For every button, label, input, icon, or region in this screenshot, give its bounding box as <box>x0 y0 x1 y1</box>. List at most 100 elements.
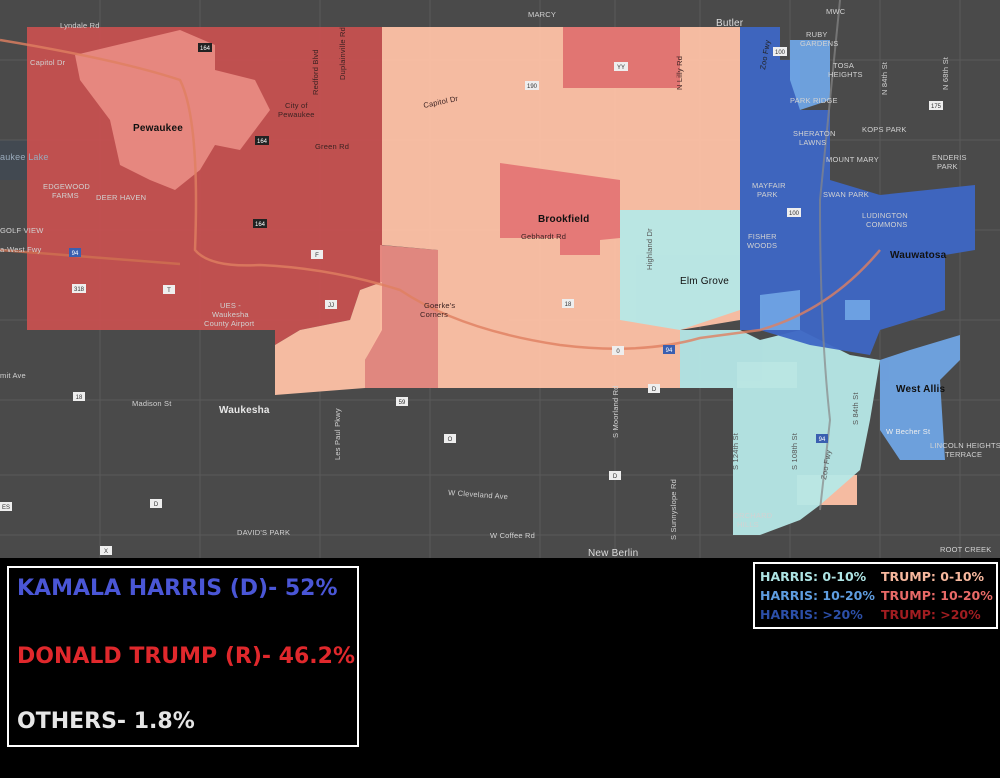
svg-text:164: 164 <box>200 46 211 52</box>
label-goerkes-2: Corners <box>420 310 448 319</box>
shield-o2: O <box>444 434 456 443</box>
svg-text:94: 94 <box>72 251 79 257</box>
label-wauwatosa: Wauwatosa <box>890 250 947 261</box>
label-golf-view: GOLF VIEW <box>0 226 44 235</box>
road-duplainville: Duplainville Rd <box>338 27 347 80</box>
label-orchard-2: HILLS <box>737 520 759 529</box>
shield-164c: 164 <box>253 219 267 228</box>
label-mount-mary: MOUNT MARY <box>826 155 879 164</box>
label-davids-park: DAVID'S PARK <box>237 528 290 537</box>
svg-text:318: 318 <box>74 287 85 293</box>
svg-text:18: 18 <box>565 302 572 308</box>
shield-x: X <box>100 546 112 555</box>
svg-text:94: 94 <box>666 348 673 354</box>
label-west-allis: West Allis <box>896 384 945 395</box>
road-coffee: W Coffee Rd <box>490 531 535 540</box>
road-les-paul: Les Paul Pkwy <box>333 408 342 460</box>
shield-164b: 164 <box>255 136 269 145</box>
shield-94b: 94 <box>663 345 675 354</box>
label-brookfield: Brookfield <box>538 214 589 225</box>
label-sheraton-1: SHERATON <box>793 129 836 138</box>
label-mwc: MWC <box>826 7 846 16</box>
road-capitol-w: Capitol Dr <box>30 58 66 67</box>
label-ruby-1: RUBY <box>806 30 828 39</box>
label-lincoln-1: LINCOLN HEIGHTS <box>930 441 1000 450</box>
label-fisher-2: WOODS <box>747 241 777 250</box>
label-new-berlin: New Berlin <box>588 548 638 558</box>
svg-text:190: 190 <box>527 84 538 90</box>
road-s84: S 84th St <box>851 392 860 425</box>
label-ues-2: Waukesha <box>212 310 249 319</box>
region-trump-mid-brookfield <box>500 163 620 255</box>
label-sheraton-2: LAWNS <box>799 138 826 147</box>
svg-text:X: X <box>104 549 108 555</box>
map: Pewaukee City of Pewaukee Brookfield Elm… <box>0 0 1000 558</box>
road-west-fwy: a-West Fwy <box>0 245 41 254</box>
shield-100b: 100 <box>787 208 801 217</box>
label-tosa-1: TOSA <box>833 61 854 70</box>
label-ludington-1: LUDINGTON <box>862 211 908 220</box>
label-marcy: MARCY <box>528 10 556 19</box>
shield-100a: 100 <box>773 47 787 56</box>
region-harris-high <box>740 27 975 355</box>
svg-text:D: D <box>154 502 159 508</box>
label-ludington-2: COMMONS <box>866 220 907 229</box>
label-pewaukee: Pewaukee <box>133 123 183 134</box>
results-box: KAMALA HARRIS (D)- 52% DONALD TRUMP (R)-… <box>7 566 359 747</box>
label-waukesha: Waukesha <box>219 405 270 416</box>
label-mayfair-1: MAYFAIR <box>752 181 786 190</box>
shield-d1: D <box>609 471 621 480</box>
road-sunnyslope: S Sunnyslope Rd <box>669 479 678 540</box>
label-butler: Butler <box>716 18 744 29</box>
shield-d3: D <box>648 384 660 393</box>
road-n68: N 68th St <box>941 56 950 90</box>
label-kops-park: KOPS PARK <box>862 125 907 134</box>
shield-164a: 164 <box>198 43 212 52</box>
label-fisher-1: FISHER <box>748 232 777 241</box>
road-lilly: N Lilly Rd <box>675 56 684 90</box>
svg-text:0: 0 <box>616 349 620 355</box>
shield-f: F <box>311 250 323 259</box>
label-root-creek: ROOT CREEK <box>940 545 991 554</box>
legend-box: HARRIS: 0-10% HARRIS: 10-20% HARRIS: >20… <box>753 562 998 629</box>
label-city-of-pewaukee-1: City of <box>285 101 308 110</box>
shield-59a: 59 <box>396 397 408 406</box>
svg-text:ES: ES <box>2 505 10 511</box>
legend-trump-low: TRUMP: 0-10% <box>881 569 985 584</box>
svg-text:100: 100 <box>775 50 786 56</box>
svg-text:94: 94 <box>819 437 826 443</box>
road-gebhardt: Gebhardt Rd <box>521 232 566 241</box>
svg-text:YY: YY <box>617 65 625 71</box>
svg-text:O: O <box>448 437 453 443</box>
shield-94c: 94 <box>816 434 828 443</box>
shield-94a: 94 <box>69 248 81 257</box>
road-summit: mit Ave <box>0 371 26 380</box>
region-harris-low <box>620 210 880 535</box>
region-trump-mid-north <box>563 27 680 88</box>
svg-text:D: D <box>613 474 618 480</box>
svg-text:JJ: JJ <box>328 303 334 309</box>
label-ues-1: UES - <box>220 301 241 310</box>
label-pewaukee-lake: aukee Lake <box>0 152 49 162</box>
road-s108: S 108th St <box>790 432 799 470</box>
svg-text:F: F <box>315 253 319 259</box>
road-moorland: S Moorland Rd <box>611 385 620 438</box>
label-orchard-1: ORCHARD <box>733 511 773 520</box>
label-goerkes-1: Goerke's <box>424 301 455 310</box>
shield-t: T <box>163 285 175 294</box>
label-ues-3: County Airport <box>204 319 255 328</box>
shield-jj: JJ <box>325 300 337 309</box>
label-swan-park: SWAN PARK <box>823 190 869 199</box>
road-beecher: W Becher St <box>886 427 931 436</box>
label-deer-haven: DEER HAVEN <box>96 193 146 202</box>
label-enderis-2: PARK <box>937 162 958 171</box>
road-redford: Redford Blvd <box>311 49 320 95</box>
legend-harris-high: HARRIS: >20% <box>760 607 863 622</box>
svg-text:59: 59 <box>399 400 406 406</box>
trump-result: DONALD TRUMP (R)- 46.2% <box>17 644 355 669</box>
label-ruby-2: GARDENS <box>800 39 839 48</box>
harris-result: KAMALA HARRIS (D)- 52% <box>17 576 338 601</box>
legend-trump-mid: TRUMP: 10-20% <box>881 588 993 603</box>
label-park-ridge: PARK RIDGE <box>790 96 838 105</box>
shield-18b: 18 <box>73 392 85 401</box>
